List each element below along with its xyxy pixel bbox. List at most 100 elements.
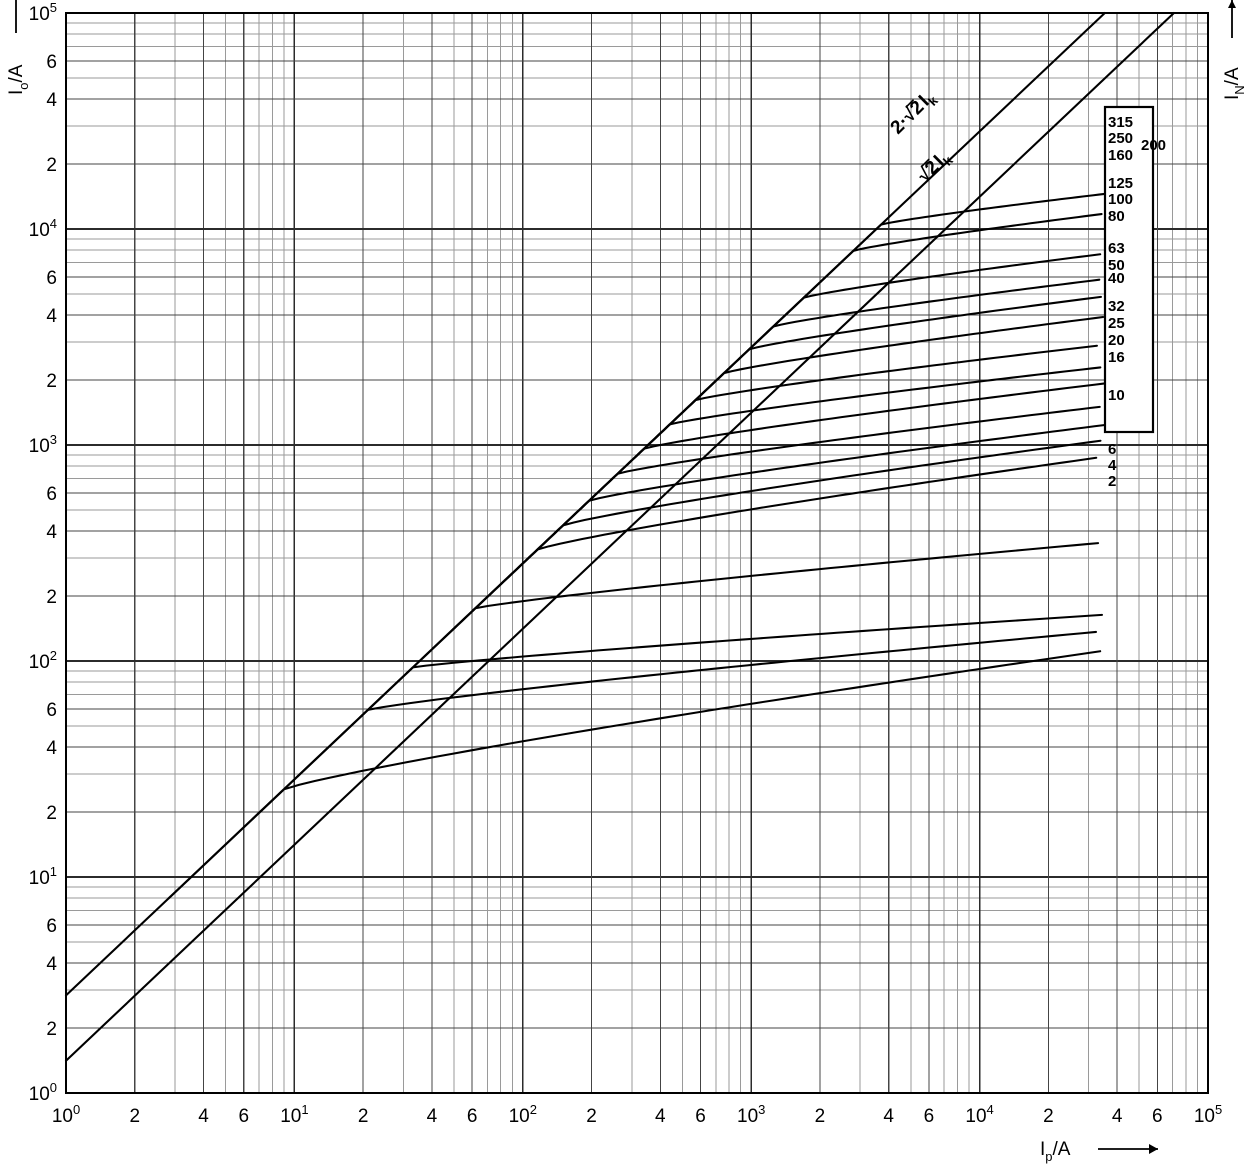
y-tick-label-minor: 2 — [46, 371, 57, 392]
legend-entry-250: 250 — [1108, 130, 1133, 147]
x-tick-label-minor: 4 — [655, 1106, 666, 1127]
curve-32 — [501, 405, 1101, 584]
legend-box — [1103, 105, 1155, 434]
x-tick-label-minor: 4 — [883, 1106, 894, 1127]
x-tick-label-decade: 101 — [280, 1102, 308, 1127]
legend-entry-315: 315 — [1108, 114, 1133, 131]
legend-entry-25: 25 — [1108, 315, 1125, 332]
reference-lines — [64, 11, 1175, 1062]
y-axis-tick-labels: 100 2 4 6 101 2 4 6 102 2 4 6 103 2 4 6 104 2 4 6 105 — [29, 0, 58, 1105]
curve-50 — [553, 366, 1102, 535]
legend-entry-80: 80 — [1108, 208, 1125, 225]
legend-entry-40: 40 — [1108, 270, 1125, 287]
legend-entry-63: 63 — [1108, 240, 1125, 257]
y-tick-label-decade: 103 — [29, 432, 57, 457]
y-tick-label-minor: 4 — [46, 90, 57, 111]
svg-text:2·√2Ik: 2·√2Ik — [887, 86, 942, 141]
y-tick-label-decade: 104 — [29, 216, 57, 241]
svg-text:IN/A: IN/A — [1222, 67, 1247, 100]
x-tick-label-decade: 105 — [1194, 1102, 1222, 1127]
y-tick-label-decade: 102 — [29, 648, 57, 673]
x-tick-label-decade: 100 — [52, 1102, 80, 1127]
legend-entry-100: 100 — [1108, 191, 1133, 208]
curve-16 — [421, 456, 1098, 660]
reference-line-label: 2·√2Ik — [887, 86, 942, 141]
curve-20 — [446, 439, 1102, 636]
legend-entry-10: 10 — [1108, 387, 1125, 404]
series-curves — [167, 192, 1106, 900]
legend-entry-2: 2 — [1108, 473, 1116, 490]
legend-entry-4: 4 — [1108, 457, 1117, 474]
x-tick-label-minor: 2 — [586, 1106, 597, 1127]
y-tick-label-minor: 6 — [46, 484, 57, 505]
reference-line-label: √2Ik — [914, 146, 957, 189]
y-tick-label-minor: 2 — [46, 1019, 57, 1040]
y-axis-label-left: Io/A — [6, 0, 31, 95]
legend-entry-6: 6 — [1108, 441, 1116, 458]
svg-text:√2Ik: √2Ik — [914, 146, 957, 189]
curve-80 — [607, 315, 1105, 484]
y-tick-label-minor: 4 — [46, 954, 57, 975]
legend-entry-16: 16 — [1108, 349, 1125, 366]
curve-63 — [579, 344, 1098, 511]
x-tick-label-minor: 4 — [198, 1106, 209, 1127]
x-tick-label-minor: 4 — [427, 1106, 438, 1127]
legend-entry-160: 160 — [1108, 147, 1133, 164]
curve-250 — [736, 213, 1103, 361]
y-tick-label-minor: 4 — [46, 522, 57, 543]
legend-entry-50: 50 — [1108, 257, 1125, 274]
curve-2 — [167, 650, 1102, 900]
y-tick-label-minor: 2 — [46, 587, 57, 608]
grid-major-lines — [65, 12, 1209, 1094]
curve-4 — [251, 630, 1098, 820]
curve-25 — [472, 423, 1106, 611]
curve-40 — [527, 382, 1106, 559]
y-tick-label-minor: 2 — [46, 155, 57, 176]
plot-frame — [65, 12, 1209, 1094]
x-tick-label-minor: 6 — [924, 1106, 935, 1127]
y-tick-label-decade: 100 — [29, 1080, 57, 1105]
curve-10 — [358, 542, 1100, 719]
curve-100 — [632, 295, 1102, 460]
curve-125 — [656, 278, 1101, 437]
y-tick-label-minor: 6 — [46, 268, 57, 289]
x-tick-label-decade: 103 — [737, 1102, 765, 1127]
legend-box-frame — [1103, 105, 1155, 434]
x-axis-label: Ip/A — [1040, 1139, 1158, 1164]
x-tick-label-minor: 2 — [358, 1106, 369, 1127]
x-tick-label-minor: 6 — [467, 1106, 478, 1127]
y-axis-label-right: IN/A — [1222, 0, 1247, 100]
y-tick-label-minor: 6 — [46, 700, 57, 721]
y-tick-label-decade: 105 — [29, 0, 57, 25]
y-tick-label-decade: 101 — [29, 864, 57, 889]
grid-minor-lines — [66, 13, 1208, 1093]
x-tick-label-minor: 2 — [1043, 1106, 1054, 1127]
x-tick-label-minor: 2 — [815, 1106, 826, 1127]
y-tick-label-minor: 4 — [46, 738, 57, 759]
x-tick-label-minor: 6 — [1152, 1106, 1163, 1127]
svg-text:Io/A: Io/A — [6, 64, 31, 95]
svg-text:Ip/A: Ip/A — [1040, 1139, 1071, 1164]
legend-entry-20: 20 — [1108, 332, 1125, 349]
y-tick-label-minor: 2 — [46, 803, 57, 824]
x-tick-label-minor: 6 — [238, 1106, 249, 1127]
y-tick-label-minor: 4 — [46, 306, 57, 327]
y-tick-label-minor: 6 — [46, 916, 57, 937]
curve-6 — [296, 613, 1104, 778]
curve-160 — [687, 253, 1102, 408]
legend-entry-32: 32 — [1108, 298, 1125, 315]
x-tick-label-minor: 2 — [129, 1106, 140, 1127]
curve-annotations: 2·√2Ik √2Ik — [887, 86, 957, 189]
curve-315 — [764, 192, 1106, 335]
x-tick-label-decade: 104 — [965, 1102, 993, 1127]
y-tick-label-minor: 6 — [46, 52, 57, 73]
x-tick-label-minor: 4 — [1112, 1106, 1123, 1127]
x-tick-label-decade: 102 — [509, 1102, 537, 1127]
legend-entry-125: 125 — [1108, 175, 1133, 192]
axis-labels: Io/A IN/A Ip/A — [6, 0, 1247, 1164]
legend-entry-200: 200 — [1141, 137, 1166, 154]
x-tick-label-minor: 6 — [695, 1106, 706, 1127]
